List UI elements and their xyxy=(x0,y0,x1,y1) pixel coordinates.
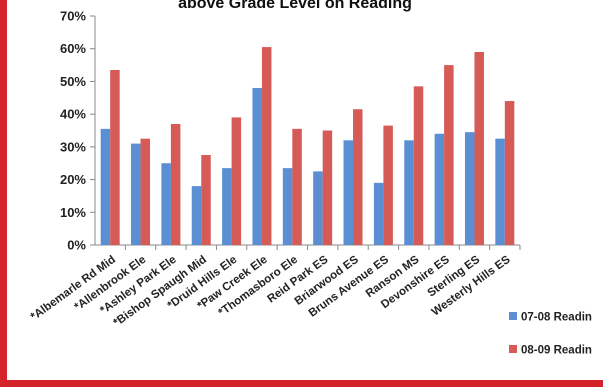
bar-series1 xyxy=(404,140,414,245)
bar-series2 xyxy=(140,138,151,245)
bar-series1 xyxy=(100,128,111,245)
bar-series2 xyxy=(231,117,242,245)
y-tick-label: 40% xyxy=(60,107,86,122)
legend-swatch xyxy=(509,345,517,353)
bar-series1 xyxy=(464,132,475,245)
bar-series2 xyxy=(110,69,120,245)
bar-series2 xyxy=(504,101,515,245)
bar-series1 xyxy=(131,143,141,245)
bar-series1 xyxy=(373,182,384,245)
left-red-border xyxy=(0,0,7,387)
bar-series2 xyxy=(292,128,302,245)
bar-series2 xyxy=(474,51,484,245)
legend: 07-08 Readin 08-09 Readin xyxy=(509,312,592,357)
bar-series2 xyxy=(170,123,181,245)
bar-series2 xyxy=(322,130,333,245)
bar-series2 xyxy=(261,47,272,246)
bar-series1 xyxy=(343,140,354,245)
bar-series1 xyxy=(252,87,262,245)
bar-series2 xyxy=(383,125,393,245)
chart-title: above Grade Level on Reading xyxy=(178,0,412,12)
y-tick-label: 20% xyxy=(60,172,86,187)
y-tick-label: 60% xyxy=(60,41,86,56)
bar-series2 xyxy=(444,65,454,245)
legend-label: 07-08 Readin xyxy=(521,312,592,324)
y-tick-label: 30% xyxy=(60,139,86,154)
legend-label: 08-09 Readin xyxy=(521,345,592,357)
y-tick-label: 50% xyxy=(60,74,86,89)
bar-series2 xyxy=(413,86,424,245)
bar-series2 xyxy=(201,155,211,245)
bar-series1 xyxy=(313,171,323,245)
bar-series1 xyxy=(161,163,171,245)
bottom-red-border xyxy=(0,380,603,387)
y-tick-label: 70% xyxy=(60,9,86,24)
bar-series1 xyxy=(222,168,232,245)
axes: 0% 10% 20% 30% 40% 50% 60% 70% xyxy=(60,9,521,253)
bar-series1 xyxy=(434,133,445,245)
y-tick-label: 0% xyxy=(67,238,86,253)
bar-series1 xyxy=(495,138,505,245)
legend-swatch xyxy=(509,312,517,320)
bar-series1 xyxy=(282,168,293,245)
y-tick-label: 10% xyxy=(60,205,86,220)
bars xyxy=(100,47,515,246)
bar-series2 xyxy=(353,109,363,245)
category-labels: *Albemarle Rd Mid*Allenbrook Ele*Ashley … xyxy=(29,254,513,330)
bar-series1 xyxy=(191,186,202,245)
